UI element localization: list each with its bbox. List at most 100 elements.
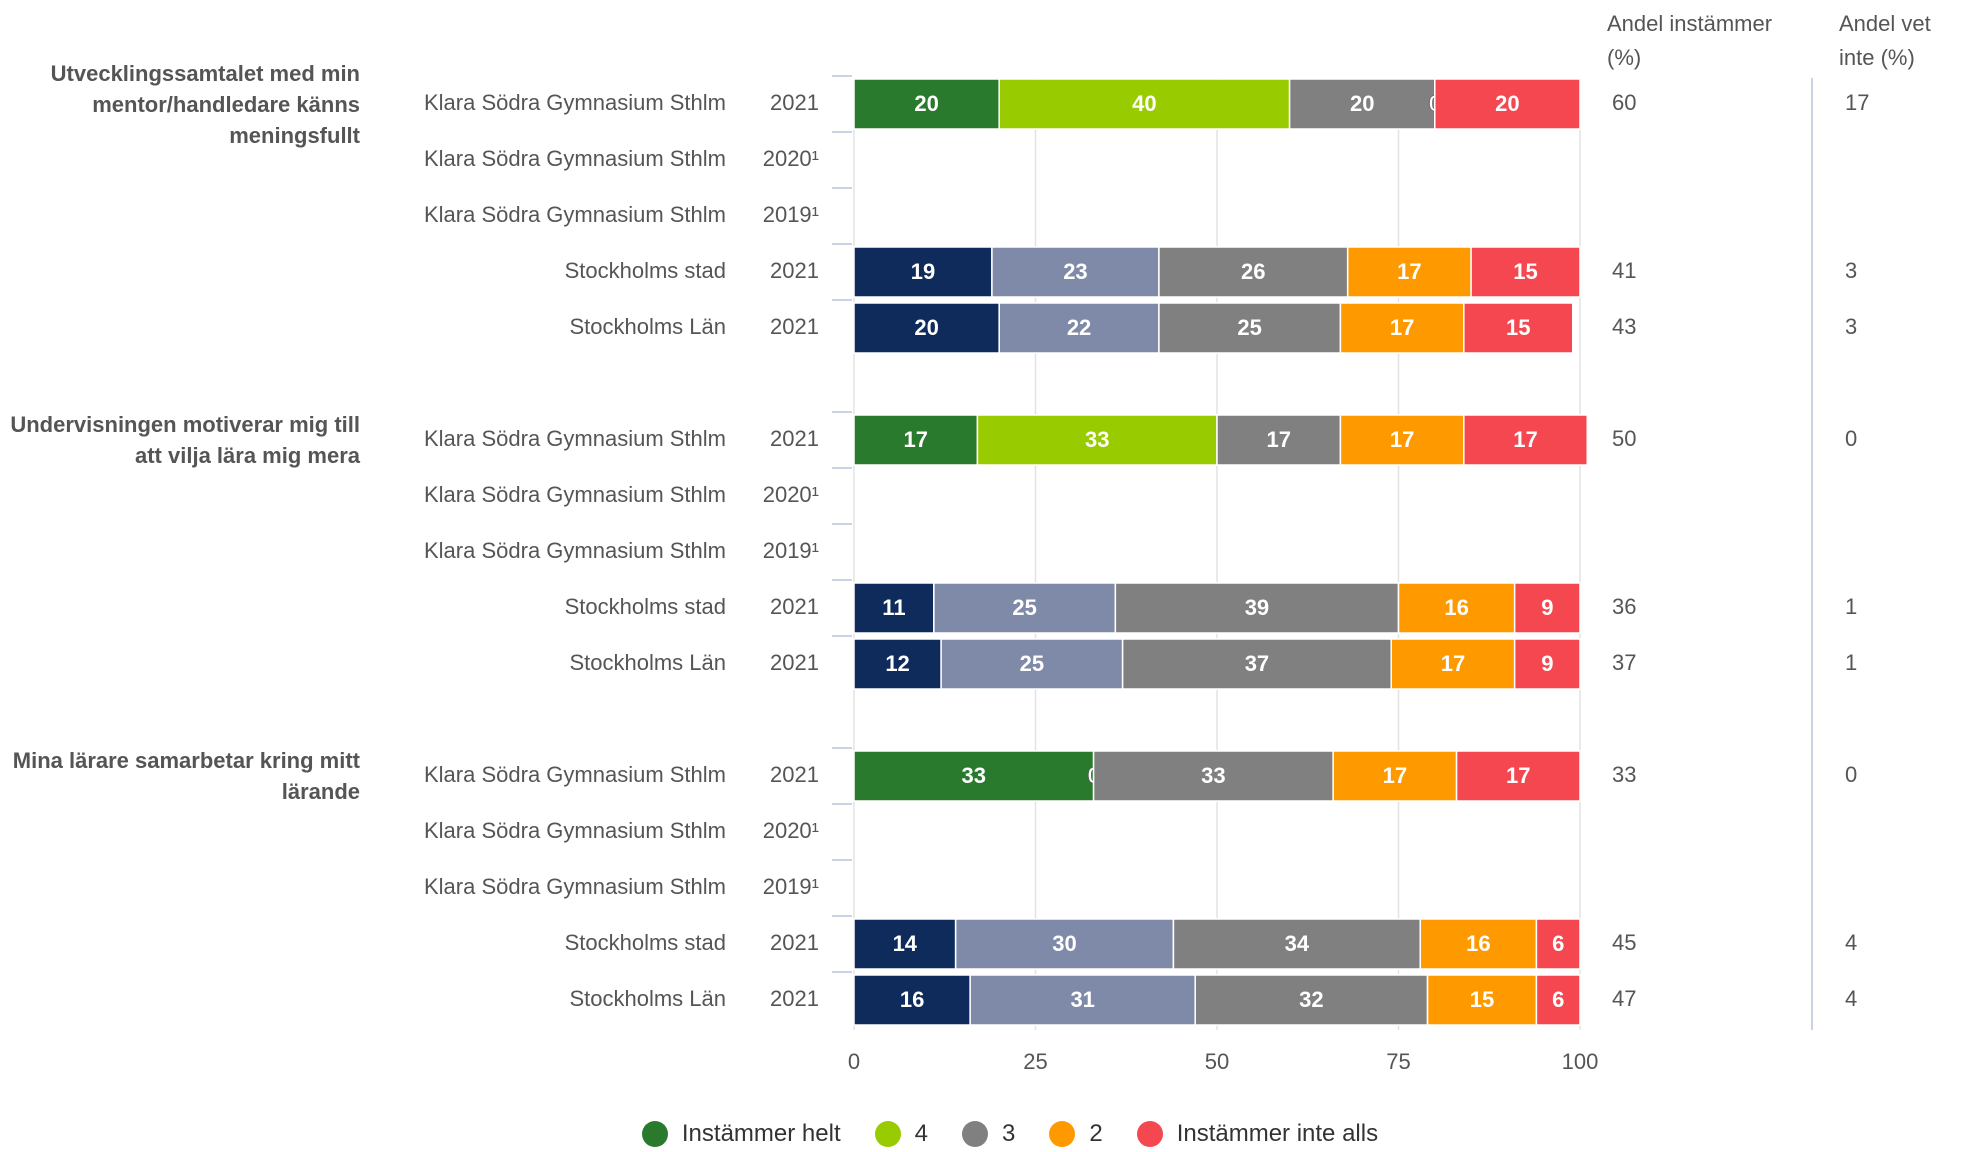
andel-vet-inte: 17 xyxy=(1845,90,1869,115)
row-label: Klara Södra Gymnasium Sthlm xyxy=(424,90,726,115)
row-year: 2020¹ xyxy=(762,482,819,507)
data-label: 17 xyxy=(1390,315,1414,340)
legend: Instämmer helt 4 3 2 Instämmer inte alls xyxy=(560,1120,1460,1148)
row-year: 2021 xyxy=(770,314,819,339)
andel-instammer: 43 xyxy=(1612,314,1636,339)
data-label: 34 xyxy=(1285,931,1310,956)
row-label: Klara Södra Gymnasium Sthlm xyxy=(424,202,726,227)
bar-segment xyxy=(998,302,1160,354)
data-label: 33 xyxy=(1085,427,1109,452)
data-label: 23 xyxy=(1063,259,1087,284)
bar-segment xyxy=(976,414,1218,466)
data-label: 20 xyxy=(914,315,938,340)
data-label: 25 xyxy=(1237,315,1261,340)
column-header: Andel vet inte (%) xyxy=(1839,11,1931,70)
x-tick-label: 50 xyxy=(1205,1049,1229,1074)
row-label: Stockholms stad xyxy=(564,594,726,619)
data-label: 15 xyxy=(1470,987,1494,1012)
group-label: Undervisningen motiverar mig till att vi… xyxy=(10,412,360,468)
bar-segment xyxy=(853,78,1000,130)
data-label: 30 xyxy=(1052,931,1076,956)
row-year: 2021 xyxy=(770,594,819,619)
group-label: Mina lärare samarbetar kring mitt lärand… xyxy=(12,748,360,804)
legend-label: Instämmer helt xyxy=(681,1120,841,1147)
bar-segment xyxy=(998,78,1291,130)
legend-swatch xyxy=(1049,1121,1076,1147)
data-label: 17 xyxy=(1441,651,1465,676)
bar-segment xyxy=(1463,414,1589,466)
andel-instammer: 45 xyxy=(1612,930,1636,955)
data-label: 6 xyxy=(1552,987,1564,1012)
row-year: 2019¹ xyxy=(762,202,819,227)
bar-segment xyxy=(1172,918,1422,970)
data-label: 17 xyxy=(1506,763,1530,788)
data-label: 19 xyxy=(911,259,935,284)
andel-instammer: 47 xyxy=(1612,986,1636,1011)
x-tick-label: 75 xyxy=(1386,1049,1410,1074)
andel-vet-inte: 3 xyxy=(1845,314,1857,339)
data-label: 16 xyxy=(900,987,924,1012)
bar-segment xyxy=(853,414,979,466)
bar-segment xyxy=(1463,302,1574,354)
andel-instammer: 36 xyxy=(1612,594,1636,619)
data-label: 11 xyxy=(882,595,905,620)
andel-vet-inte: 4 xyxy=(1845,930,1857,955)
data-label: 12 xyxy=(885,651,909,676)
row-year: 2021 xyxy=(770,986,819,1011)
data-label: 20 xyxy=(1350,91,1374,116)
andel-vet-inte: 3 xyxy=(1845,258,1857,283)
data-label: 31 xyxy=(1070,987,1094,1012)
row-label: Klara Södra Gymnasium Sthlm xyxy=(424,538,726,563)
group-label: Utvecklingssamtalet med min mentor/handl… xyxy=(50,60,360,148)
bar-segment xyxy=(1397,582,1516,634)
row-year: 2019¹ xyxy=(762,538,819,563)
andel-instammer: 33 xyxy=(1612,762,1636,787)
legend-label: 2 xyxy=(1089,1120,1103,1147)
andel-vet-inte: 0 xyxy=(1845,426,1857,451)
bar-segment xyxy=(853,246,993,298)
data-label: 17 xyxy=(1266,427,1290,452)
data-label: 14 xyxy=(893,931,918,956)
data-label: 33 xyxy=(962,763,986,788)
bar-segment xyxy=(1114,582,1400,634)
legend-label: 3 xyxy=(1001,1120,1016,1147)
data-label: 33 xyxy=(1201,763,1225,788)
bar-segment xyxy=(1470,246,1581,298)
bar-segment xyxy=(1092,750,1334,802)
x-tick-label: 100 xyxy=(1562,1049,1599,1074)
legend-swatch xyxy=(641,1121,668,1147)
data-label: 25 xyxy=(1020,651,1044,676)
row-label: Klara Södra Gymnasium Sthlm xyxy=(424,874,726,899)
andel-vet-inte: 0 xyxy=(1845,762,1857,787)
data-label: 20 xyxy=(914,91,938,116)
bar-segment xyxy=(1346,246,1472,298)
data-label: 32 xyxy=(1299,987,1323,1012)
row-year: 2021 xyxy=(770,426,819,451)
row-label: Klara Södra Gymnasium Sthlm xyxy=(424,762,726,787)
andel-vet-inte: 4 xyxy=(1845,986,1857,1011)
row-year: 2021 xyxy=(770,650,819,675)
bar-segment xyxy=(1121,638,1392,690)
bar-segment xyxy=(940,638,1124,690)
legend-item: Instämmer helt xyxy=(641,1120,841,1148)
row-year: 2021 xyxy=(770,258,819,283)
row-year: 2019¹ xyxy=(762,874,819,899)
x-tick-label: 0 xyxy=(848,1049,860,1074)
bar-segment xyxy=(1434,78,1581,130)
row-label: Stockholms Län xyxy=(569,314,726,339)
bar-segment xyxy=(1513,638,1581,690)
legend-item: 4 xyxy=(874,1120,928,1148)
bar-segment xyxy=(1513,582,1581,634)
bar-segment xyxy=(1535,974,1581,1026)
data-label: 17 xyxy=(903,427,927,452)
row-year: 2021 xyxy=(770,762,819,787)
data-label: 25 xyxy=(1012,595,1036,620)
data-label: 9 xyxy=(1541,595,1553,620)
bar-segment xyxy=(1194,974,1429,1026)
andel-vet-inte: 1 xyxy=(1845,650,1857,675)
bar-segment xyxy=(1158,246,1349,298)
legend-swatch xyxy=(1136,1121,1163,1147)
row-year: 2021 xyxy=(770,90,819,115)
legend-item: 3 xyxy=(961,1120,1016,1148)
